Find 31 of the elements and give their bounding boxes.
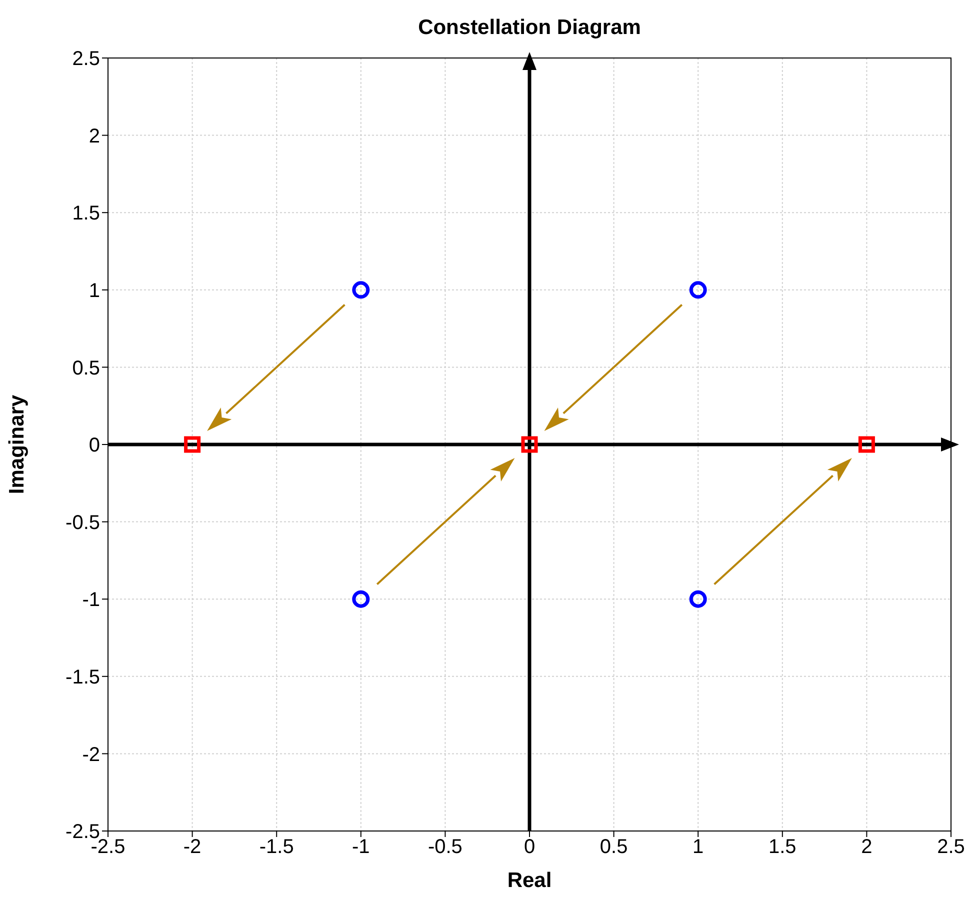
- x-tick-label: 1.5: [768, 836, 796, 858]
- y-tick-label: 1.5: [72, 202, 100, 225]
- y-axis-title: Imaginary: [5, 394, 28, 494]
- x-tick-label: -1.5: [259, 836, 294, 858]
- x-tick-label: 2: [861, 836, 872, 858]
- y-tick-label: 0.5: [72, 357, 100, 380]
- point: [858, 436, 875, 453]
- chart-title: Constellation Diagram: [417, 16, 642, 40]
- point: [689, 590, 707, 608]
- x-tick-label: -2: [183, 836, 202, 858]
- point: [184, 436, 201, 453]
- y-tick-label: 0: [88, 434, 100, 457]
- point: [521, 436, 538, 453]
- y-tick-label: -2: [82, 744, 100, 766]
- y-tick-label: 2: [88, 125, 100, 148]
- point: [352, 590, 370, 608]
- point: [352, 281, 370, 299]
- x-tick-label: 0: [524, 836, 536, 858]
- y-tick-label: -1.5: [66, 666, 100, 688]
- x-tick-label: 2.5: [937, 836, 965, 858]
- point: [689, 281, 707, 299]
- x-tick-label: 0.5: [600, 836, 628, 858]
- x-tick-label: -0.5: [428, 836, 462, 858]
- x-tick-label: -1: [352, 836, 370, 858]
- y-tick-label: -2.5: [66, 821, 100, 844]
- y-tick-label: -1: [82, 589, 100, 612]
- y-tick-label: -0.5: [66, 512, 100, 534]
- y-tick-label: 2.5: [72, 48, 100, 70]
- x-tick-label: 1: [692, 836, 704, 858]
- x-axis-title: Real: [507, 869, 552, 892]
- y-tick-label: 1: [88, 280, 100, 302]
